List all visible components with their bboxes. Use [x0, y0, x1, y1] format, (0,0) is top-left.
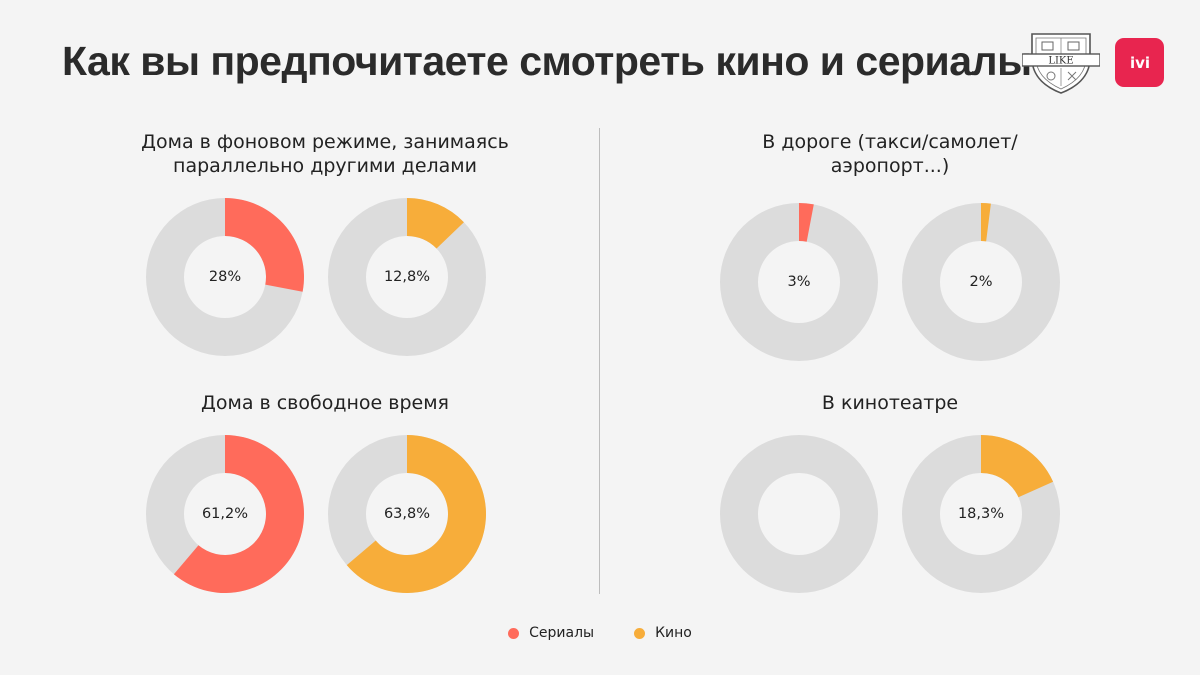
donut-segment-series: [799, 203, 814, 242]
donut-value: 2%: [969, 274, 993, 290]
donut-value: 3%: [787, 274, 811, 290]
chart-legend: Сериалы Кино: [0, 625, 1200, 641]
donut-road-series: 3%: [719, 202, 879, 362]
legend-item-movies: Кино: [634, 625, 692, 641]
donut-value: [719, 434, 879, 594]
donut-freetime-movies: 63,8%: [327, 434, 487, 594]
section-title-on-the-road: В дороге (такси/самолет/ аэропорт...): [762, 131, 1018, 177]
svg-text:ivi: ivi: [1129, 54, 1149, 72]
panel-divider: [599, 128, 600, 594]
donut-track: [720, 435, 878, 593]
donut-road-movies: 2%: [901, 202, 1061, 362]
svg-text:LIKE: LIKE: [1048, 56, 1073, 67]
donut-track: [720, 203, 878, 361]
section-title-free-time-home: Дома в свободное время: [201, 392, 449, 414]
like-logo: LIKE: [1022, 33, 1100, 94]
legend-label-movies: Кино: [655, 625, 692, 641]
legend-item-series: Сериалы: [508, 625, 594, 641]
legend-dot-movies: [634, 627, 646, 639]
donut-background-series: 28%: [145, 197, 305, 357]
donut-segment-movies: [981, 203, 991, 242]
donut-segment-movies: [981, 435, 1054, 498]
donut-cinema-series: [719, 434, 879, 594]
ivi-logo: ivi: [1115, 38, 1164, 87]
donut-freetime-series: 61,2%: [145, 434, 305, 594]
donut-segment-movies: [346, 435, 486, 593]
donut-background-movies: 12,8%: [327, 197, 487, 357]
donut-track: [902, 203, 1060, 361]
donut-value: 28%: [208, 269, 242, 285]
donut-segment-movies: [407, 198, 464, 249]
legend-label-series: Сериалы: [529, 625, 595, 641]
donut-cinema-movies: 18,3%: [901, 434, 1061, 594]
page-title: Как вы предпочитаете смотреть кино и сер…: [62, 38, 1057, 84]
legend-dot-series: [508, 627, 520, 639]
donut-value: 12,8%: [383, 269, 431, 285]
donut-value: 18,3%: [957, 506, 1005, 522]
donut-value: 63,8%: [383, 506, 431, 522]
section-title-background-home: Дома в фоновом режиме, занимаясь паралле…: [141, 131, 509, 177]
donut-value: 61,2%: [201, 506, 249, 522]
donut-segment-series: [173, 435, 304, 593]
donut-segment-series: [225, 198, 304, 292]
section-title-cinema: В кинотеатре: [821, 392, 959, 414]
